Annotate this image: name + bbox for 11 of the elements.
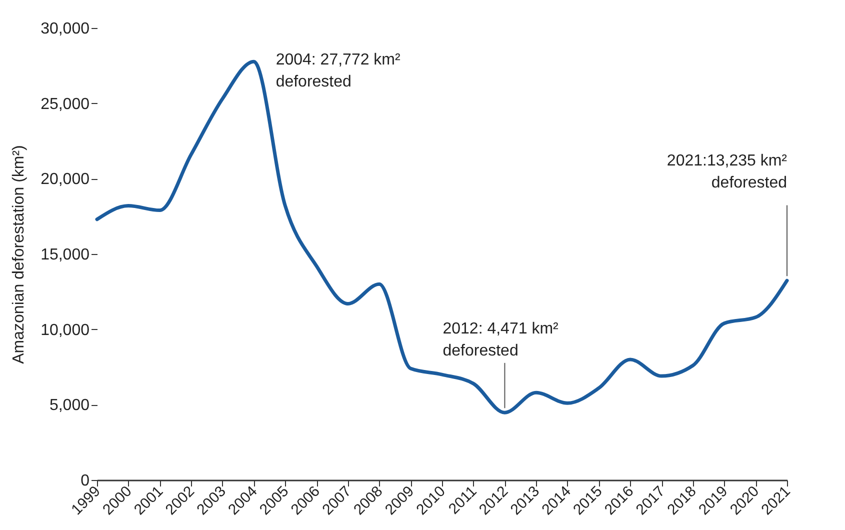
y-axis-title: Amazonian deforestation (km²) xyxy=(10,145,28,364)
y-tick-label: 30,000 xyxy=(40,20,90,38)
annotation: 2004: 27,772 km² deforested xyxy=(276,52,402,91)
y-tick-label: 0 xyxy=(80,472,90,490)
y-tick-label: 20,000 xyxy=(40,171,90,188)
y-tick-label: 10,000 xyxy=(40,322,90,339)
annotation: 2012: 4,471 km² deforested xyxy=(442,320,560,360)
annotation: 2021:13,235 km² deforested xyxy=(666,152,788,192)
y-tick-label: 25,000 xyxy=(40,96,90,113)
y-tick-label: 5,000 xyxy=(49,397,90,414)
y-tick-label: 15,000 xyxy=(40,246,90,264)
